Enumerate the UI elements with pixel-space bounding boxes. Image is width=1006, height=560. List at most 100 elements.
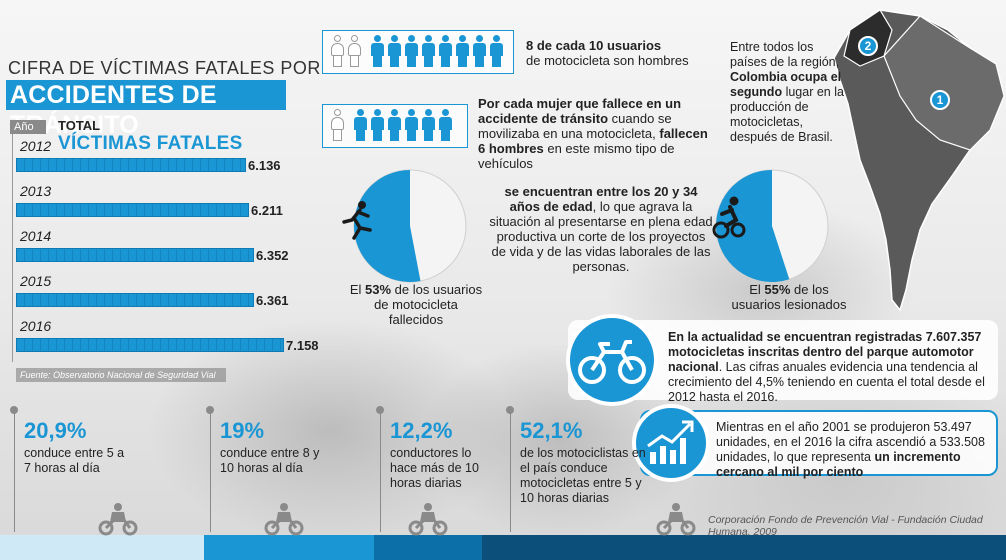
pie1-post: de los usuarios de motocicleta fallecido…: [374, 282, 483, 327]
bar-2012: [16, 158, 246, 172]
registered-bold: En la actualidad se encuentran registrad…: [668, 330, 982, 374]
deaths-ratio-part4: en este mismo tipo de vehículos: [478, 141, 675, 171]
rider-icon-2: [406, 502, 450, 536]
man-icon-0: [354, 109, 367, 141]
growth-bold: un incremento cercano al mil por ciento: [716, 450, 961, 479]
man-icon-5: [456, 35, 469, 67]
man-icon-4: [422, 109, 435, 141]
bar-value-2014: 6.352: [256, 248, 289, 263]
hours-bar-0: [0, 535, 204, 560]
woman-icon-1: [348, 35, 361, 67]
hours-text-2: conductores lo hace más de 10 horas diar…: [390, 446, 479, 490]
hours-bar-1: [204, 535, 374, 560]
year-label-2016: 2016: [20, 318, 52, 334]
year-label-2012: 2012: [20, 138, 52, 154]
registered-rest: . Las cifras anuales evidencia una tende…: [668, 360, 985, 404]
man-icon-2: [405, 35, 418, 67]
growth-text: Mientras en el año 2001 se produjeron 53…: [716, 420, 998, 480]
deaths-ratio-part2: cuando se movilizaba en una motocicleta,: [478, 111, 672, 141]
runner-icon: [340, 200, 376, 240]
bar-value-2013: 6.211: [251, 203, 283, 218]
hours-text-3: de los motociclistas en el país conduce …: [520, 446, 646, 505]
hours-bar-2: [374, 535, 482, 560]
men-ratio-text: 8 de cada 10 usuarios de motocicleta son…: [526, 38, 726, 68]
title-line1: CIFRA DE VÍCTIMAS FATALES POR: [8, 58, 321, 78]
man-icon-1: [388, 35, 401, 67]
pie-fallecidos-slice: [354, 170, 421, 282]
pie-lesionados-caption: El 55% de los usuarios lesionados: [724, 282, 854, 312]
year-header: Año: [10, 120, 46, 134]
growth-icon-bg: [632, 404, 710, 482]
hours-text-0: conduce entre 5 a 7 horas al día: [24, 446, 125, 475]
men-ratio-rest: de motocicleta son hombres: [526, 53, 689, 68]
map-post: lugar en la producción de motocicletas, …: [730, 85, 844, 144]
bar-2015: [16, 293, 254, 307]
pie2-pct: 55%: [764, 282, 791, 297]
total-header: TOTAL: [58, 118, 101, 133]
pie1-pre: El: [349, 282, 366, 297]
man-icon-3: [405, 109, 418, 141]
chart-axis: [12, 134, 13, 362]
man-icon-0: [371, 35, 384, 67]
man-icon-5: [439, 109, 452, 141]
pie-fallecidos: [353, 169, 467, 283]
bar-value-2015: 6.361: [256, 293, 289, 308]
year-label-2014: 2014: [20, 228, 52, 244]
map-badge-colombia: 2: [858, 36, 878, 56]
rider-icon-0: [96, 502, 140, 536]
man-icon-3: [422, 35, 435, 67]
bar-value-2016: 7.158: [286, 338, 319, 353]
pie-fallecidos-caption: El 53% de los usuarios de motocicleta fa…: [346, 282, 486, 327]
hours-dot-1: [206, 406, 214, 414]
registered-text: En la actualidad se encuentran registrad…: [668, 330, 998, 405]
source-note: Fuente: Observatorio Nacional de Segurid…: [16, 368, 226, 382]
woman-icon-0: [331, 35, 344, 67]
rider-icon-1: [262, 502, 306, 536]
pie2-post: de los usuarios lesionados: [731, 282, 847, 312]
hours-bar-3: [482, 535, 1006, 560]
age-rest: , lo que agrava la situación al presenta…: [489, 199, 713, 274]
pie1-pct: 53%: [365, 282, 392, 297]
man-icon-6: [473, 35, 486, 67]
hours-dot-3: [506, 406, 514, 414]
bar-2013: [16, 203, 249, 217]
hours-divider-2: [380, 410, 381, 532]
registered-moto-icon-bg: [566, 314, 658, 406]
man-icon-7: [490, 35, 503, 67]
map-badge-brasil: 1: [930, 90, 950, 110]
rider-icon-3: [654, 502, 698, 536]
woman-icon-0: [331, 109, 344, 141]
hours-pct-2: 12,2%: [390, 418, 453, 443]
injured-rider-icon: [712, 196, 746, 240]
map-pre: Entre todos los países de la región,: [730, 40, 840, 69]
growth-chart-icon: [647, 420, 694, 464]
age-bold: se encuentran entre los 20 y 34 años de …: [504, 184, 698, 214]
men-ratio-bold: 8 de cada 10 usuarios: [526, 38, 662, 53]
hours-divider-1: [210, 410, 211, 532]
hours-text-1: conduce entre 8 y 10 horas al día: [220, 446, 320, 475]
deaths-ratio-text: Por cada mujer que fallece en un acciden…: [478, 96, 714, 171]
year-label-2013: 2013: [20, 183, 52, 199]
men-ratio-icons: [322, 30, 514, 74]
man-icon-2: [388, 109, 401, 141]
title-line2: ACCIDENTES DE TRÁNSITO: [6, 80, 286, 139]
bar-2016: [16, 338, 284, 352]
credit: Corporación Fondo de Prevención Vial - F…: [708, 514, 983, 538]
hours-dot-2: [376, 406, 384, 414]
deaths-ratio-icons: [322, 104, 468, 148]
motorcycle-icon: [578, 340, 646, 384]
age-text: se encuentran entre los 20 y 34 años de …: [488, 184, 714, 274]
bar-2014: [16, 248, 254, 262]
man-icon-1: [371, 109, 384, 141]
hours-dot-0: [10, 406, 18, 414]
growth-pre: Mientras en el año 2001 se produjeron 53…: [716, 420, 985, 464]
man-icon-4: [439, 35, 452, 67]
fatalities-header: VÍCTIMAS FATALES: [58, 133, 243, 154]
map-text: Entre todos los países de la región, Col…: [730, 40, 845, 145]
hours-pct-0: 20,9%: [24, 418, 87, 443]
year-label-2015: 2015: [20, 273, 52, 289]
bar-value-2012: 6.136: [248, 158, 281, 173]
deaths-ratio-part3: fallecen 6 hombres: [478, 126, 708, 156]
deaths-ratio-part1: Por cada mujer que fallece en un acciden…: [478, 96, 682, 126]
map-bold: Colombia ocupa el segundo: [730, 70, 842, 99]
